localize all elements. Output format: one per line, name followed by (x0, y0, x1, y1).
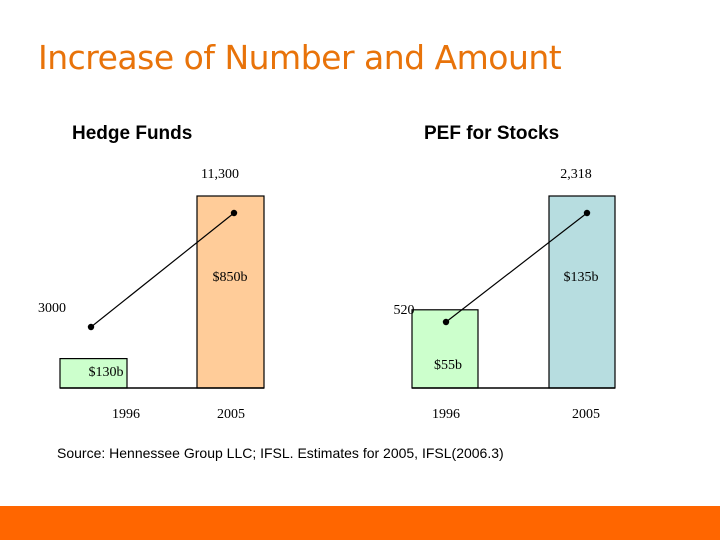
pef-stocks-count-label-2005: 2,318 (560, 167, 592, 182)
pef-stocks-amount-label-2005: $135b (564, 270, 599, 285)
hedge-funds-count-label-1996: 3000 (38, 301, 66, 316)
hedge-funds-title: Hedge Funds (72, 123, 193, 144)
pef-stocks-category-label-1996: 1996 (432, 407, 460, 422)
hedge-funds-category-label-1996: 1996 (112, 407, 140, 422)
footer-bar (0, 506, 720, 540)
hedge-funds-amount-label-2005: $850b (213, 270, 248, 285)
hedge-funds-count-point-2005 (230, 209, 238, 217)
hedge-funds-count-line (90, 212, 235, 328)
hedge-funds-count-label-2005: 11,300 (201, 167, 239, 182)
pef-stocks-category-label-2005: 2005 (572, 407, 600, 422)
pef-stocks-count-point-2005 (583, 209, 591, 217)
hedge-funds-amount-label-1996: $130b (89, 365, 124, 380)
pef-stocks-bar-2005 (548, 195, 616, 389)
hedge-funds-bar-2005 (196, 195, 265, 389)
pef-stocks-count-line (445, 212, 588, 323)
hedge-funds-bar-1996 (59, 358, 128, 389)
source-note: Source: Hennessee Group LLC; IFSL. Estim… (57, 445, 504, 461)
hedge-funds-category-label-2005: 2005 (217, 407, 245, 422)
pef-stocks-count-point-1996 (442, 318, 450, 326)
pef-stocks-title: PEF for Stocks (424, 123, 560, 144)
hedge-funds-count-point-1996 (87, 323, 95, 331)
pef-stocks-count-label-1996: 520 (394, 303, 415, 318)
slide-title: Increase of Number and Amount (38, 38, 562, 77)
pef-stocks-amount-label-1996: $55b (434, 358, 462, 373)
